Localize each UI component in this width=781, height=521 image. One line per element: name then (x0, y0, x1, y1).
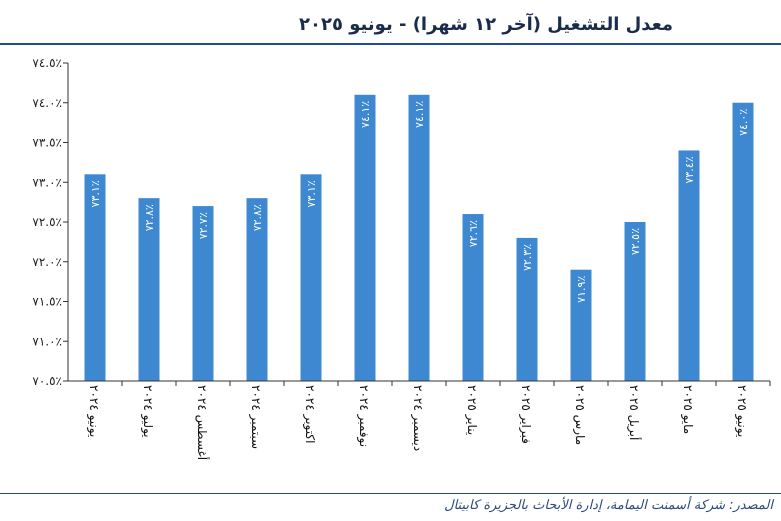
x-tick-label: يناير ٢٠٢٥ (464, 385, 479, 435)
title-divider (0, 43, 781, 45)
data-label: ٧٢.٨٪ (251, 204, 264, 231)
data-label: ٧٣.٤٪ (683, 156, 696, 183)
bar (84, 174, 106, 381)
y-tick-label: ٧٢.٠٪ (32, 255, 62, 269)
bar (678, 150, 700, 381)
bar (354, 94, 376, 382)
data-label: ٧٤.١٪ (359, 101, 372, 128)
bar (570, 269, 592, 381)
y-tick-label: ٧٠.٥٪ (32, 374, 62, 388)
footer-divider (0, 493, 781, 494)
data-label: ٧٤.٠٪ (737, 109, 750, 136)
data-label: ٧٤.١٪ (413, 101, 426, 128)
y-tick-label: ٧٣.٥٪ (32, 136, 62, 150)
x-tick-label: اكتوبر ٢٠٢٤ (302, 385, 317, 443)
x-axis: يونيو ٢٠٢٤ يوليو ٢٠٢٤ أغسطس ٢٠٢٤ سبتمبر ٢٠٢… (68, 380, 771, 460)
data-label: ٧٢.٨٪ (143, 204, 156, 231)
bar (462, 214, 484, 381)
bar (192, 206, 214, 381)
data-label: ٧٣.١٪ (89, 180, 102, 207)
bar (138, 198, 160, 381)
y-tick-label: ٧٤.٠٪ (32, 96, 62, 110)
source-note: المصدر: شركة أسمنت اليمامة، إدارة الأبحا… (444, 498, 773, 513)
bar (516, 237, 538, 381)
x-tick-label: أغسطس ٢٠٢٤ (194, 385, 210, 460)
bar (624, 222, 646, 381)
data-label: ٧٢.٥٪ (629, 228, 642, 255)
data-label: ٧٢.٧٪ (197, 212, 210, 239)
bar (732, 102, 754, 381)
y-tick-label: ٧٣.٠٪ (32, 175, 62, 189)
x-tick-label: مايو ٢٠٢٥ (680, 385, 695, 434)
data-label: ٧١.٩٪ (575, 276, 588, 303)
x-tick-label: يونيو ٢٠٢٥ (734, 385, 749, 437)
x-tick-label: أبريل ٢٠٢٥ (626, 385, 642, 440)
chart-title: معدل التشغيل (آخر ١٢ شهرا) - يونيو ٢٠٢٥ (299, 14, 673, 35)
data-label: ٧٣.١٪ (305, 180, 318, 207)
bar (246, 198, 268, 381)
x-tick-label: ديسمبر ٢٠٢٤ (410, 385, 425, 451)
x-tick-label: يونيو ٢٠٢٤ (86, 385, 101, 437)
y-tick-label: ٧١.٠٪ (32, 334, 62, 348)
y-tick-label: ٧٢.٥٪ (32, 215, 62, 229)
data-label: ٧٢.٦٪ (467, 220, 480, 247)
x-tick-label: سبتمبر ٢٠٢٤ (248, 385, 263, 449)
y-axis: ٧٤.٥٪ ٧٤.٠٪ ٧٣.٥٪ ٧٣.٠٪ ٧٢.٥٪ ٧٢.٠٪ ٧١.٥٪ ٧١.٠٪… (32, 56, 69, 388)
y-tick-label: ٧٤.٥٪ (32, 56, 62, 70)
x-tick-label: نوفمبر ٢٠٢٤ (356, 385, 371, 447)
bar-series: ٧٣.١٪ ٧٢.٨٪ ٧٢.٧٪ ٧٢.٨٪ ٧٣.١٪ ٧٤.١٪ ٧٤.١٪ ٧٢.٦٪… (84, 94, 754, 382)
bar (408, 94, 430, 382)
y-tick-label: ٧١.٥٪ (32, 295, 62, 309)
data-label: ٧٢.٣٪ (521, 244, 534, 271)
bar (300, 174, 322, 381)
x-tick-label: فبراير ٢٠٢٥ (518, 385, 533, 444)
bar-chart: ٧٤.٥٪ ٧٤.٠٪ ٧٣.٥٪ ٧٣.٠٪ ٧٢.٥٪ ٧٢.٠٪ ٧١.٥٪ ٧١.٠٪… (32, 56, 771, 460)
x-tick-label: مارس ٢٠٢٥ (572, 385, 587, 445)
x-tick-label: يوليو ٢٠٢٤ (140, 385, 155, 438)
